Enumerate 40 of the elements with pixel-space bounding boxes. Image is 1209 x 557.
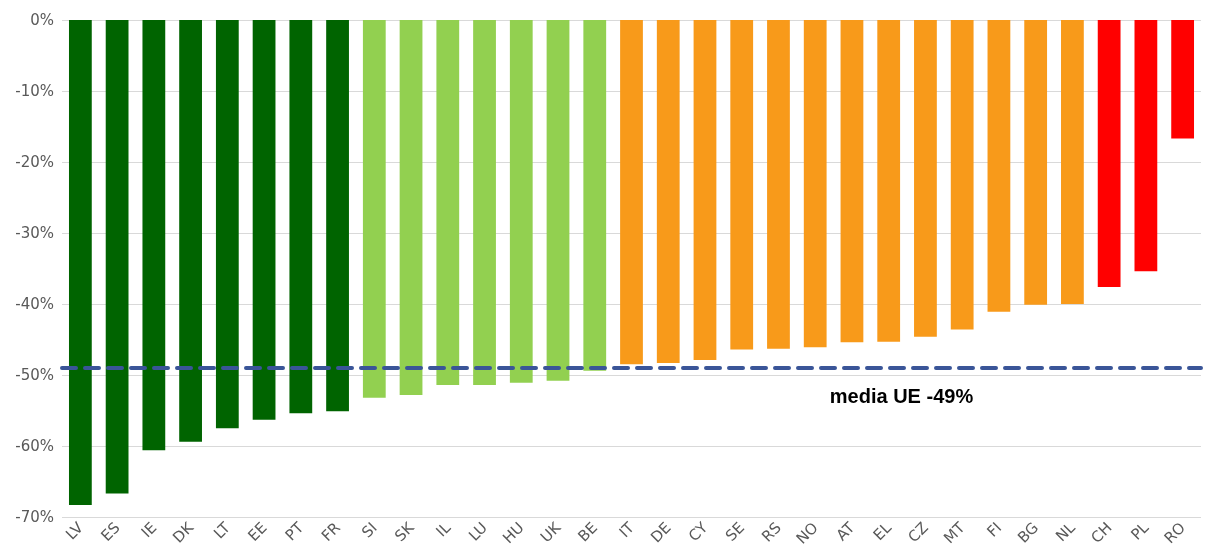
ref-line-label: media UE -49% [829, 384, 974, 407]
x-tick-label: RS [758, 518, 785, 546]
x-tick-label: CZ [904, 518, 932, 547]
x-tick-label: MT [940, 518, 970, 547]
x-tick-label: FI [983, 518, 1006, 541]
x-tick-label: LU [465, 518, 491, 545]
x-tick-label: BE [574, 518, 602, 546]
x-tick-label: PL [1127, 518, 1153, 544]
x-tick-label: IT [615, 518, 639, 541]
y-tick-label: 0% [30, 11, 54, 29]
x-tick-label: DK [169, 517, 198, 547]
x-tick-label: LT [210, 518, 235, 543]
x-tick-label: ES [97, 518, 124, 545]
x-tick-label: IL [432, 518, 455, 541]
x-tick-label: HU [499, 518, 528, 548]
x-tick-label: DE [647, 518, 675, 547]
x-tick-label: EE [244, 518, 271, 545]
y-tick-label: -20% [15, 153, 54, 171]
x-tick-label: CY [684, 518, 712, 546]
x-tick-label: SI [358, 518, 381, 542]
x-tick-label: NL [1052, 518, 1080, 546]
y-tick-label: -70% [15, 508, 54, 526]
y-tick-label: -50% [15, 366, 54, 384]
y-tick-label: -40% [15, 295, 54, 313]
x-tick-label: NO [792, 518, 822, 548]
y-tick-label: -60% [15, 437, 54, 455]
x-tick-label: EL [869, 518, 896, 544]
x-tick-label: IE [137, 518, 161, 542]
x-tick-label: CH [1087, 518, 1116, 547]
x-tick-label: FR [317, 518, 344, 545]
y-tick-label: -10% [15, 82, 54, 100]
x-tick-label: SE [721, 518, 749, 545]
x-tick-label: UK [536, 517, 566, 547]
x-tick-label: LV [62, 518, 88, 544]
x-tick-label: PT [281, 518, 308, 545]
x-tick-label: SK [391, 517, 419, 546]
x-tick-label: AT [832, 518, 859, 545]
x-tick-label: RO [1160, 518, 1189, 548]
y-tick-label: -30% [15, 224, 54, 242]
x-tick-label: BG [1014, 518, 1043, 547]
